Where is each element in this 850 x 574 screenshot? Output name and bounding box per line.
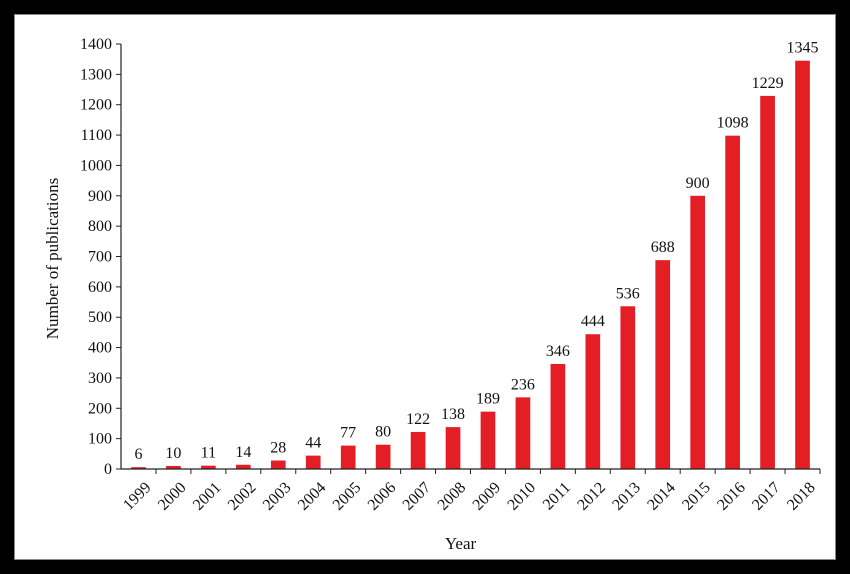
- y-tick-label: 800: [88, 218, 112, 235]
- bar-value-label: 346: [546, 343, 570, 360]
- x-axis-ticks: 1999 2000 2001 2002 2003 2004 2005 2006 2007 2008…: [120, 469, 821, 514]
- bar-value-label: 122: [406, 411, 430, 428]
- bar-value-label: 28: [270, 440, 286, 457]
- bar: [445, 427, 461, 469]
- bar: [795, 60, 810, 469]
- y-axis-ticks: 0 100 200 300 400 500 600 700 800 900 1000 1100 1200…: [80, 36, 121, 478]
- x-tick-label: 2016: [714, 479, 749, 514]
- bar: [760, 95, 775, 470]
- bar-value-label: 236: [511, 376, 535, 393]
- x-tick-label: 2009: [470, 479, 505, 514]
- bar: [375, 444, 391, 469]
- y-tick-label: 1200: [80, 97, 112, 114]
- bar: [305, 455, 321, 469]
- x-tick-label: 2010: [504, 479, 539, 514]
- y-tick-label: 100: [88, 431, 112, 448]
- bar-value-label: 444: [581, 313, 605, 330]
- bar-value-label: 189: [476, 391, 500, 408]
- y-tick-label: 200: [88, 400, 112, 417]
- x-tick-label: 2006: [365, 479, 400, 514]
- bar: [620, 306, 636, 469]
- bar-value-label: 536: [616, 285, 640, 302]
- x-tick-label: 2003: [260, 479, 295, 514]
- y-tick-label: 0: [104, 461, 112, 478]
- bars: 6 10 11 14 28 44 77 80 122 138 189 236 346 444 536 688 9…: [131, 40, 819, 470]
- x-tick-label: 2002: [225, 479, 260, 514]
- y-tick-label: 600: [88, 279, 112, 296]
- x-tick-label: 1999: [120, 479, 155, 514]
- y-tick-label: 1000: [80, 157, 112, 174]
- x-tick-label: 2015: [679, 479, 714, 514]
- bar-value-label: 6: [134, 446, 142, 463]
- bar: [131, 467, 146, 469]
- x-tick-label: 2008: [435, 479, 470, 514]
- x-tick-label: 2005: [330, 479, 365, 514]
- bar: [270, 460, 286, 469]
- x-tick-label: 2018: [784, 479, 819, 514]
- x-tick-label: 2013: [609, 479, 644, 514]
- bar-value-label: 138: [441, 406, 465, 423]
- bar-value-label: 77: [340, 425, 356, 442]
- bar-value-label: 1229: [752, 75, 784, 92]
- bar: [515, 397, 531, 469]
- bar: [340, 445, 356, 469]
- x-tick-label: 2017: [749, 479, 784, 514]
- bar: [201, 465, 216, 469]
- bar-value-label: 11: [201, 445, 216, 462]
- bar-value-label: 80: [375, 424, 391, 441]
- bar: [655, 260, 671, 469]
- bar: [480, 411, 496, 469]
- bar-value-label: 10: [165, 445, 181, 462]
- x-tick-label: 2014: [644, 479, 679, 514]
- y-tick-label: 400: [88, 340, 112, 357]
- y-tick-label: 300: [88, 370, 112, 387]
- x-tick-label: 2004: [295, 479, 330, 514]
- x-tick-label: 2012: [574, 479, 609, 514]
- bar-value-label: 14: [235, 444, 251, 461]
- x-axis-title: Year: [445, 534, 477, 553]
- bar-value-label: 688: [651, 239, 675, 256]
- bar-value-label: 900: [686, 175, 710, 192]
- bar: [235, 464, 251, 469]
- bar-value-label: 1098: [717, 115, 749, 132]
- y-tick-label: 700: [88, 249, 112, 266]
- bar: [550, 363, 566, 469]
- x-tick-label: 2011: [540, 479, 574, 513]
- bar: [725, 135, 740, 469]
- bar-value-label: 1345: [787, 40, 819, 57]
- x-tick-label: 2007: [400, 479, 435, 514]
- bar: [410, 431, 426, 469]
- bar: [585, 334, 601, 469]
- x-tick-label: 2000: [155, 479, 190, 514]
- y-tick-label: 900: [88, 188, 112, 205]
- y-tick-label: 1100: [81, 127, 112, 144]
- x-tick-label: 2001: [190, 479, 225, 514]
- bar: [690, 195, 706, 470]
- bar-value-label: 44: [305, 435, 321, 452]
- y-axis-title: Number of publications: [43, 178, 62, 339]
- y-tick-label: 1300: [80, 66, 112, 83]
- y-tick-label: 500: [88, 309, 112, 326]
- y-tick-label: 1400: [80, 36, 112, 53]
- bar: [166, 465, 181, 469]
